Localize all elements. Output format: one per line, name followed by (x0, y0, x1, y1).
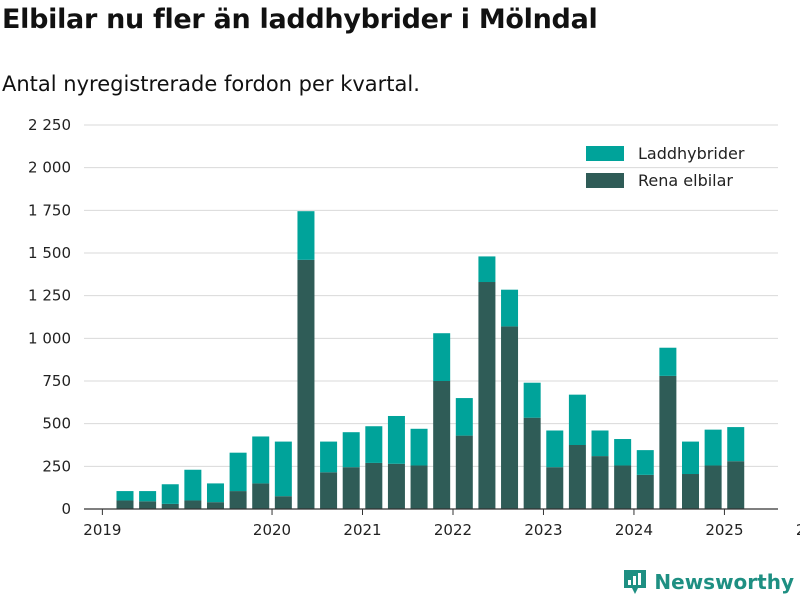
bar-rena-elbilar (523, 417, 541, 509)
chart-title: Elbilar nu fler än laddhybrider i Mölnda… (2, 4, 598, 35)
legend-swatch-laddhybrider (586, 146, 624, 161)
bar-laddhybrider (591, 430, 609, 457)
bar-laddhybrider (727, 427, 745, 462)
bar-rena-elbilar (297, 259, 315, 509)
bar-rena-elbilar (433, 381, 451, 509)
y-tick-label: 0 (61, 500, 71, 518)
bar-rena-elbilar (410, 465, 428, 509)
bar-laddhybrider (659, 347, 677, 376)
bar-laddhybrider (342, 432, 360, 468)
y-axis-ticks: 0 250 500 750 1 000 1 250 1 500 1 750 2 000 2 250 (28, 116, 71, 518)
bar-laddhybrider (546, 430, 564, 468)
bars (116, 211, 745, 509)
bar-laddhybrider (184, 469, 202, 501)
bar-laddhybrider (320, 441, 338, 473)
bar-laddhybrider (387, 415, 405, 464)
newsworthy-logo-icon (624, 570, 647, 594)
x-tick-label: 2023 (524, 521, 562, 539)
bar-rena-elbilar (727, 461, 745, 509)
y-tick-label: 1 750 (28, 201, 71, 219)
bar-laddhybrider (252, 436, 270, 484)
x-tick-label: 2021 (343, 521, 381, 539)
bar-laddhybrider (410, 428, 428, 466)
chart-subtitle: Antal nyregistrerade fordon per kvartal. (2, 72, 420, 96)
bar-laddhybrider (274, 441, 292, 497)
bar-rena-elbilar (659, 375, 677, 509)
bar-rena-elbilar (365, 462, 383, 509)
bar-laddhybrider (523, 382, 541, 418)
bar-rena-elbilar (478, 282, 496, 509)
y-tick-label: 750 (42, 372, 71, 390)
bar-laddhybrider (139, 491, 157, 502)
y-tick-label: 2 000 (28, 159, 71, 177)
bar-rena-elbilar (387, 463, 405, 509)
bar-laddhybrider (636, 450, 654, 475)
legend-label-laddhybrider: Laddhybrider (638, 144, 745, 163)
bar-rena-elbilar (704, 465, 722, 509)
bar-rena-elbilar (206, 502, 224, 509)
y-tick-label: 2 250 (28, 116, 71, 134)
x-tick-label: 2019 (83, 521, 121, 539)
bar-rena-elbilar (139, 501, 157, 509)
bar-rena-elbilar (342, 467, 360, 509)
bar-laddhybrider (116, 491, 134, 501)
x-tick-label: 2025 (705, 521, 743, 539)
legend-swatch-rena-elbilar (586, 173, 624, 188)
bar-laddhybrider (568, 394, 586, 445)
bar-rena-elbilar (252, 483, 270, 509)
bar-rena-elbilar (591, 456, 609, 509)
bar-rena-elbilar (568, 445, 586, 509)
brand-logo: Newsworthy (622, 568, 794, 596)
gridlines (84, 124, 778, 467)
bar-rena-elbilar (274, 496, 292, 509)
bar-rena-elbilar (184, 500, 202, 509)
x-axis: 2019 2020 2021 2022 2023 2024 2025 2026 (83, 508, 800, 539)
bar-laddhybrider (704, 429, 722, 466)
bar-laddhybrider (297, 211, 315, 260)
bar-rena-elbilar (682, 474, 699, 509)
bar-laddhybrider (365, 426, 383, 463)
bar-rena-elbilar (636, 474, 654, 509)
bar-rena-elbilar (116, 500, 134, 509)
bar-rena-elbilar (455, 435, 473, 509)
y-tick-label: 1 250 (28, 287, 71, 305)
bar-laddhybrider (229, 452, 247, 492)
x-tick-label: 2022 (434, 521, 472, 539)
bar-laddhybrider (433, 333, 451, 381)
y-tick-label: 250 (42, 457, 71, 475)
bar-laddhybrider (682, 441, 699, 475)
stacked-bar-chart: 0 250 500 750 1 000 1 250 1 500 1 750 2 000 2 250… (28, 116, 800, 539)
bar-laddhybrider (455, 398, 473, 436)
bar-laddhybrider (501, 289, 519, 327)
x-tick-label: 2020 (253, 521, 291, 539)
bar-rena-elbilar (546, 467, 564, 509)
bar-laddhybrider (161, 484, 179, 504)
bar-laddhybrider (478, 256, 496, 283)
bar-rena-elbilar (229, 491, 247, 509)
bar-rena-elbilar (161, 503, 179, 509)
bar-rena-elbilar (614, 465, 632, 509)
x-tick-label: 2026 (796, 521, 800, 539)
bar-laddhybrider (614, 439, 632, 466)
legend: Laddhybrider Rena elbilar (586, 144, 745, 190)
brand-name: Newsworthy (654, 570, 794, 594)
legend-label-rena-elbilar: Rena elbilar (638, 171, 733, 190)
bar-laddhybrider (206, 483, 224, 503)
x-tick-label: 2024 (615, 521, 653, 539)
bar-rena-elbilar (501, 326, 519, 509)
y-tick-label: 1 500 (28, 244, 71, 262)
bar-rena-elbilar (320, 472, 338, 509)
y-tick-label: 1 000 (28, 329, 71, 347)
y-tick-label: 500 (42, 415, 71, 433)
